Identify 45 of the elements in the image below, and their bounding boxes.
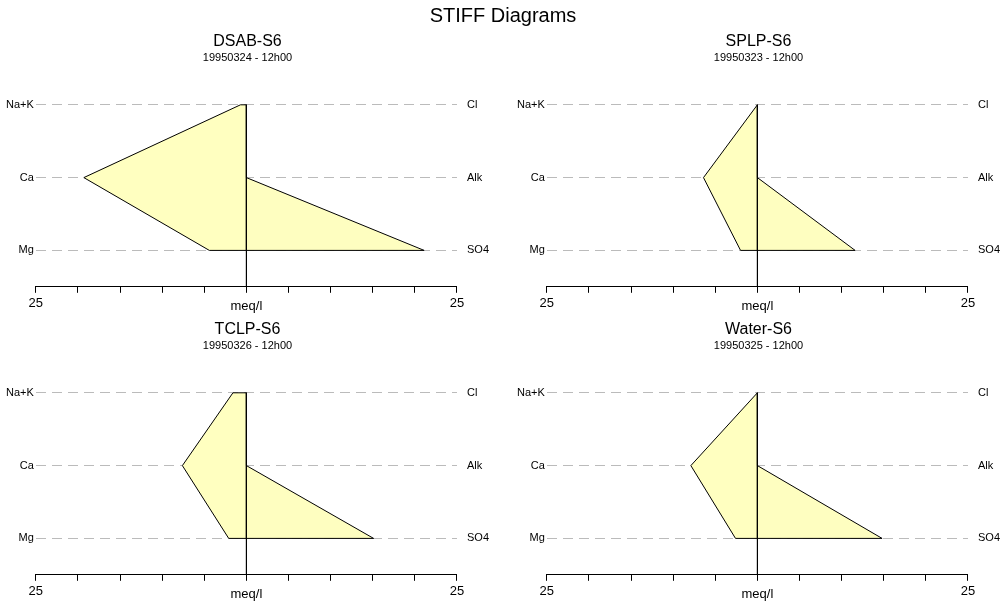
- y2-tick-label: Cl: [977, 97, 989, 110]
- y2-tick-label: Alk: [466, 458, 483, 471]
- chart-title: SPLP-S6: [725, 32, 792, 50]
- chart-subtitle: 19950325 - 12h00: [713, 338, 804, 351]
- y-tick-label: Na+K: [516, 97, 546, 110]
- x-tick-label: 25: [449, 583, 465, 599]
- chart-subtitle: 19950323 - 12h00: [713, 50, 804, 63]
- chart-title: DSAB-S6: [213, 32, 282, 50]
- x-tick-label: 25: [539, 295, 555, 311]
- y-tick-label: Na+K: [516, 385, 546, 398]
- y2-tick-label: Cl: [466, 97, 478, 110]
- x-tick-label: 25: [449, 295, 465, 311]
- y2-tick-label: SO4: [977, 243, 1000, 256]
- y-tick-label: Ca: [530, 458, 546, 471]
- y2-tick-label: SO4: [466, 531, 489, 544]
- x-axis-title: meq/l: [741, 585, 774, 601]
- y2-tick-label: Alk: [977, 458, 994, 471]
- x-tick-label: 25: [28, 295, 44, 311]
- y-tick-label: Ca: [19, 458, 35, 471]
- x-tick-label: 25: [28, 583, 44, 599]
- y-tick-label: Mg: [18, 243, 34, 256]
- y-tick-label: Mg: [18, 531, 34, 544]
- y-tick-label: Ca: [19, 170, 35, 183]
- y2-tick-label: SO4: [466, 243, 489, 256]
- text: STIFF Diagrams: [428, 3, 578, 28]
- chart-subtitle: 19950326 - 12h00: [202, 338, 293, 351]
- x-tick-label: 25: [539, 583, 555, 599]
- x-tick-label: 25: [960, 295, 976, 311]
- y-tick-label: Ca: [530, 170, 546, 183]
- y2-tick-label: Cl: [977, 385, 989, 398]
- y-tick-label: Mg: [529, 531, 545, 544]
- x-axis-title: meq/l: [741, 297, 774, 313]
- chart-title: Water-S6: [725, 320, 793, 338]
- y2-tick-label: Alk: [977, 170, 994, 183]
- x-axis-title: meq/l: [230, 297, 263, 313]
- y2-tick-label: SO4: [977, 531, 1000, 544]
- x-axis-title: meq/l: [230, 585, 263, 601]
- y-tick-label: Na+K: [5, 97, 35, 110]
- y-tick-label: Mg: [529, 243, 545, 256]
- y2-tick-label: Cl: [466, 385, 478, 398]
- y-tick-label: Na+K: [5, 385, 35, 398]
- x-tick-label: 25: [960, 583, 976, 599]
- y2-tick-label: Alk: [466, 170, 483, 183]
- chart-subtitle: 19950324 - 12h00: [202, 50, 293, 63]
- chart-title: TCLP-S6: [214, 320, 281, 338]
